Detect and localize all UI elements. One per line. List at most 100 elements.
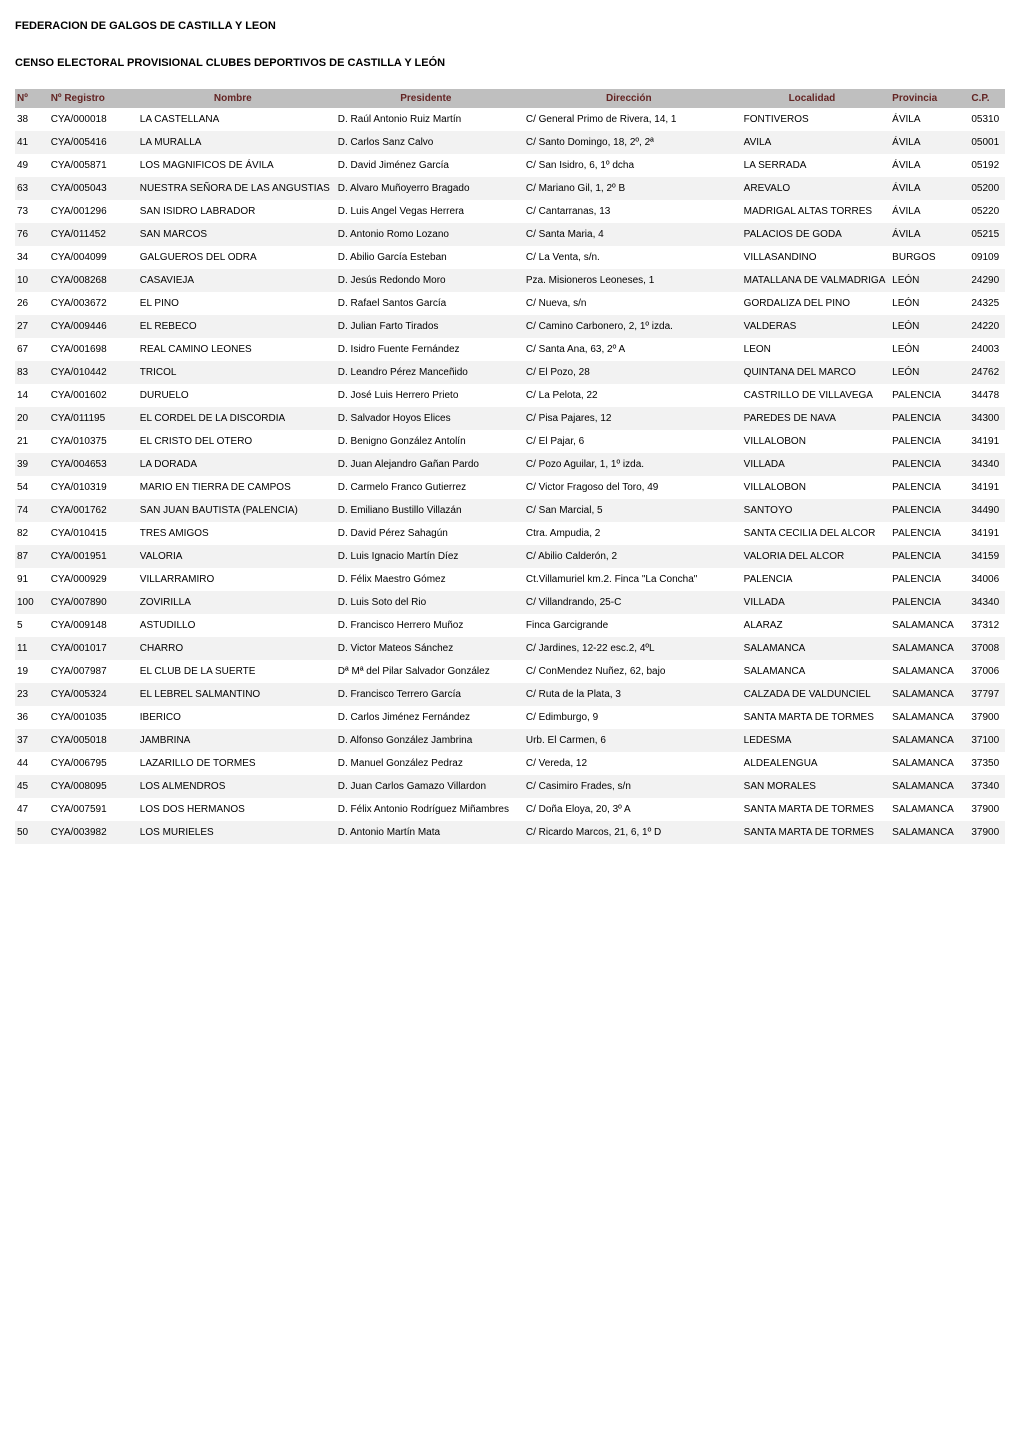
cell-seq: 26 (15, 292, 45, 315)
cell-seq: 83 (15, 361, 45, 384)
cell-cp: 37312 (965, 614, 1005, 637)
cell-direccion: C/ Pozo Aguilar, 1, 1º izda. (520, 453, 738, 476)
table-header-row: Nº Nº Registro Nombre Presidente Direcci… (15, 89, 1005, 108)
table-row: 67CYA/001698REAL CAMINO LEONESD. Isidro … (15, 338, 1005, 361)
cell-cp: 34191 (965, 476, 1005, 499)
page-subtitle: CENSO ELECTORAL PROVISIONAL CLUBES DEPOR… (15, 57, 1005, 69)
cell-localidad: AREVALO (738, 177, 887, 200)
cell-nombre: LA CASTELLANA (134, 108, 332, 131)
cell-localidad: VILLADA (738, 591, 887, 614)
cell-nombre: EL CLUB DE LA SUERTE (134, 660, 332, 683)
cell-direccion: C/ San Isidro, 6, 1º dcha (520, 154, 738, 177)
table-row: 76CYA/011452SAN MARCOSD. Antonio Romo Lo… (15, 223, 1005, 246)
cell-registro: CYA/010375 (45, 430, 134, 453)
cell-nombre: REAL CAMINO LEONES (134, 338, 332, 361)
cell-nombre: ZOVIRILLA (134, 591, 332, 614)
cell-presidente: D. Juan Carlos Gamazo Villardon (332, 775, 520, 798)
cell-presidente: D. Rafael Santos García (332, 292, 520, 315)
cell-provincia: PALENCIA (886, 430, 965, 453)
table-row: 36CYA/001035IBERICOD. Carlos Jiménez Fer… (15, 706, 1005, 729)
cell-direccion: Ct.Villamuriel km.2. Finca "La Concha" (520, 568, 738, 591)
table-row: 38CYA/000018LA CASTELLANAD. Raúl Antonio… (15, 108, 1005, 131)
table-row: 63CYA/005043NUESTRA SEÑORA DE LAS ANGUST… (15, 177, 1005, 200)
cell-cp: 37900 (965, 706, 1005, 729)
cell-direccion: C/ Santa Ana, 63, 2º A (520, 338, 738, 361)
cell-presidente: D. Carlos Sanz Calvo (332, 131, 520, 154)
cell-provincia: SALAMANCA (886, 614, 965, 637)
cell-provincia: ÁVILA (886, 200, 965, 223)
cell-seq: 20 (15, 407, 45, 430)
cell-seq: 82 (15, 522, 45, 545)
cell-nombre: LOS MAGNIFICOS DE ÁVILA (134, 154, 332, 177)
cell-registro: CYA/004099 (45, 246, 134, 269)
cell-direccion: C/ El Pajar, 6 (520, 430, 738, 453)
cell-localidad: LEON (738, 338, 887, 361)
cell-nombre: CASAVIEJA (134, 269, 332, 292)
cell-nombre: LA DORADA (134, 453, 332, 476)
cell-seq: 67 (15, 338, 45, 361)
cell-presidente: D. Francisco Terrero García (332, 683, 520, 706)
cell-cp: 05200 (965, 177, 1005, 200)
cell-localidad: ALARAZ (738, 614, 887, 637)
cell-direccion: C/ Doña Eloya, 20, 3º A (520, 798, 738, 821)
table-row: 26CYA/003672EL PINOD. Rafael Santos Garc… (15, 292, 1005, 315)
cell-seq: 47 (15, 798, 45, 821)
cell-seq: 37 (15, 729, 45, 752)
cell-presidente: D. Jesús Redondo Moro (332, 269, 520, 292)
cell-registro: CYA/001035 (45, 706, 134, 729)
cell-provincia: PALENCIA (886, 453, 965, 476)
cell-seq: 49 (15, 154, 45, 177)
cell-registro: CYA/004653 (45, 453, 134, 476)
cell-cp: 34191 (965, 522, 1005, 545)
cell-seq: 45 (15, 775, 45, 798)
cell-direccion: C/ San Marcial, 5 (520, 499, 738, 522)
cell-direccion: Pza. Misioneros Leoneses, 1 (520, 269, 738, 292)
cell-seq: 100 (15, 591, 45, 614)
cell-presidente: D. Antonio Romo Lozano (332, 223, 520, 246)
table-row: 47CYA/007591LOS DOS HERMANOSD. Félix Ant… (15, 798, 1005, 821)
cell-registro: CYA/001602 (45, 384, 134, 407)
cell-registro: CYA/006795 (45, 752, 134, 775)
cell-localidad: PALENCIA (738, 568, 887, 591)
cell-nombre: LAZARILLO DE TORMES (134, 752, 332, 775)
cell-presidente: D. Francisco Herrero Muñoz (332, 614, 520, 637)
cell-presidente: D. Manuel González Pedraz (332, 752, 520, 775)
cell-provincia: PALENCIA (886, 384, 965, 407)
cell-cp: 24220 (965, 315, 1005, 338)
cell-nombre: LOS DOS HERMANOS (134, 798, 332, 821)
cell-nombre: EL CORDEL DE LA DISCORDIA (134, 407, 332, 430)
cell-presidente: D. David Jiménez García (332, 154, 520, 177)
table-row: 23CYA/005324EL LEBREL SALMANTINOD. Franc… (15, 683, 1005, 706)
table-row: 41CYA/005416LA MURALLAD. Carlos Sanz Cal… (15, 131, 1005, 154)
cell-cp: 24762 (965, 361, 1005, 384)
cell-seq: 91 (15, 568, 45, 591)
cell-provincia: PALENCIA (886, 522, 965, 545)
col-header-localidad: Localidad (738, 89, 887, 108)
cell-registro: CYA/003982 (45, 821, 134, 844)
cell-cp: 24290 (965, 269, 1005, 292)
cell-registro: CYA/010442 (45, 361, 134, 384)
cell-cp: 05310 (965, 108, 1005, 131)
col-header-seq: Nº (15, 89, 45, 108)
cell-localidad: ALDEALENGUA (738, 752, 887, 775)
col-header-direccion: Dirección (520, 89, 738, 108)
cell-seq: 38 (15, 108, 45, 131)
cell-registro: CYA/007987 (45, 660, 134, 683)
cell-provincia: SALAMANCA (886, 637, 965, 660)
cell-presidente: D. Isidro Fuente Fernández (332, 338, 520, 361)
cell-presidente: D. David Pérez Sahagún (332, 522, 520, 545)
table-row: 54CYA/010319MARIO EN TIERRA DE CAMPOSD. … (15, 476, 1005, 499)
cell-presidente: D. Luis Soto del Rio (332, 591, 520, 614)
cell-seq: 39 (15, 453, 45, 476)
cell-direccion: C/ Pisa Pajares, 12 (520, 407, 738, 430)
cell-localidad: CASTRILLO DE VILLAVEGA (738, 384, 887, 407)
cell-seq: 63 (15, 177, 45, 200)
table-row: 87CYA/001951VALORIAD. Luis Ignacio Martí… (15, 545, 1005, 568)
cell-direccion: C/ Abilio Calderón, 2 (520, 545, 738, 568)
cell-presidente: D. Luis Angel Vegas Herrera (332, 200, 520, 223)
cell-direccion: C/ Cantarranas, 13 (520, 200, 738, 223)
cell-provincia: SALAMANCA (886, 706, 965, 729)
table-row: 10CYA/008268CASAVIEJAD. Jesús Redondo Mo… (15, 269, 1005, 292)
table-row: 11CYA/001017CHARROD. Victor Mateos Sánch… (15, 637, 1005, 660)
cell-localidad: SANTOYO (738, 499, 887, 522)
